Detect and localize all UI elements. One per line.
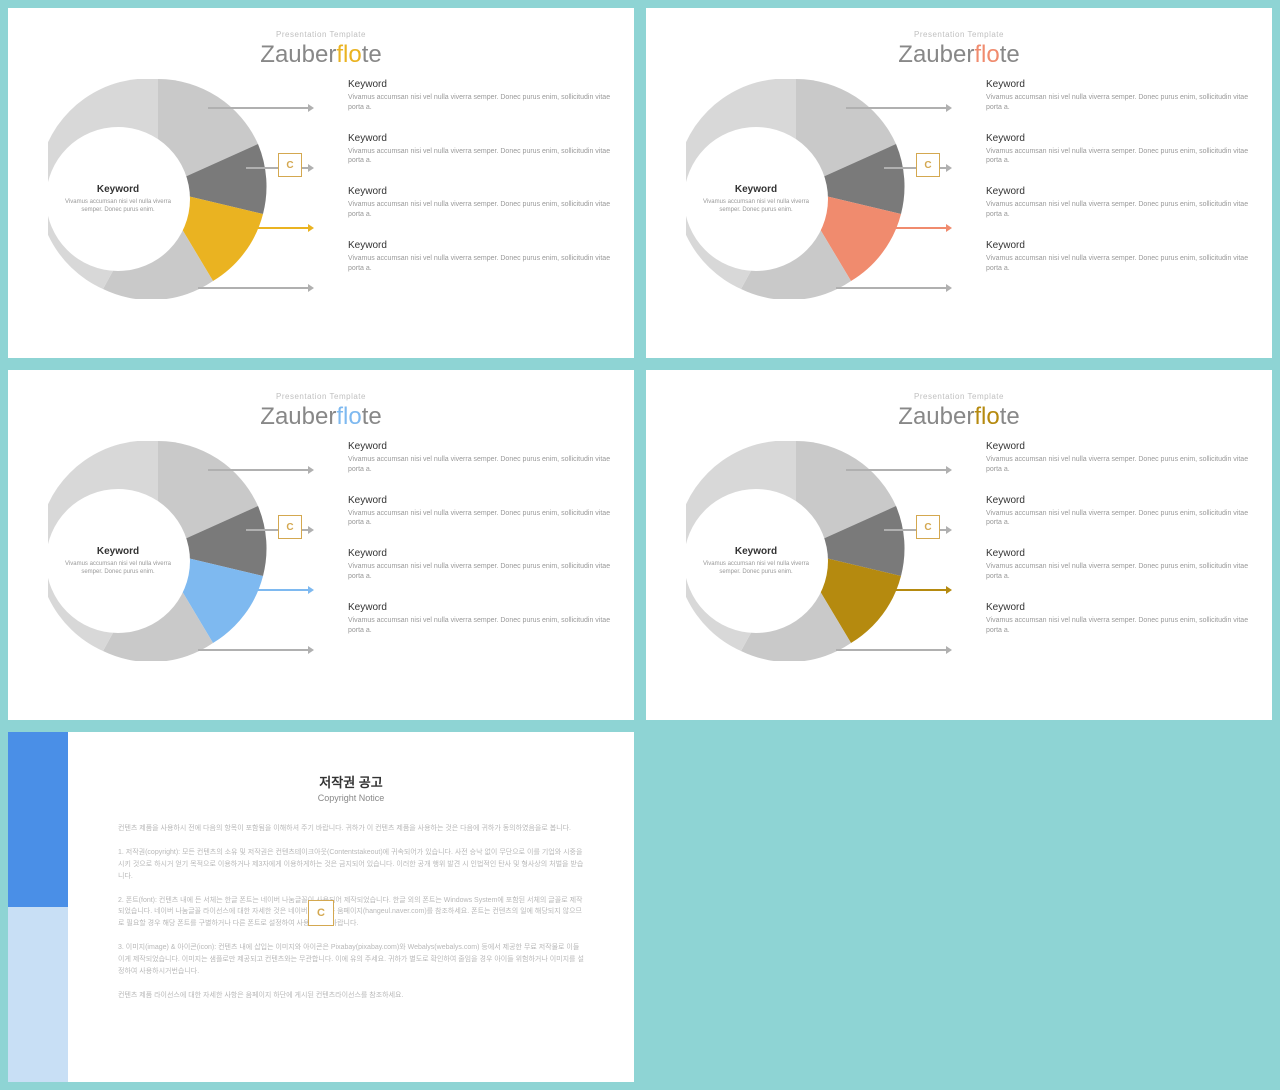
connector-4 <box>836 649 946 651</box>
slide-body: Keyword Vivamus accumsan nisi vel nulla … <box>8 441 634 701</box>
slide-1: Presentation Template Zauberflote <box>8 8 634 358</box>
slide-header: Presentation Template Zauberflote <box>646 370 1272 431</box>
connector-4 <box>198 649 308 651</box>
connector-3 <box>876 227 946 229</box>
connector-1 <box>846 107 946 109</box>
connector-1 <box>208 469 308 471</box>
slide-body: Keyword Vivamus accumsan nisi vel nulla … <box>8 79 634 339</box>
copyright-slide: 저작권 공고 Copyright Notice 컨텐츠 제품을 사용하시 전에 … <box>8 732 634 1082</box>
connector-4 <box>198 287 308 289</box>
item-1: KeywordVivamus accumsan nisi vel nulla v… <box>348 441 614 475</box>
slide-2: Presentation Template Zauberflote <box>646 8 1272 358</box>
item-3: KeywordVivamus accumsan nisi vel nulla v… <box>348 548 614 582</box>
subtitle: Presentation Template <box>8 30 634 39</box>
circle-diagram: Keyword Vivamus accumsan nisi vel nulla … <box>48 441 268 661</box>
title: Zauberflote <box>646 41 1272 69</box>
connector-3 <box>876 589 946 591</box>
circle-diagram: Keyword Vivamus accumsan nisi vel nulla … <box>686 441 906 661</box>
slide-header: Presentation Template Zauberflote <box>8 370 634 431</box>
copyright-p2: 1. 저작권(copyright): 모든 컨텐츠의 소유 및 저작권은 컨텐츠… <box>118 847 584 883</box>
copyright-subtitle: Copyright Notice <box>118 793 584 803</box>
connector-3 <box>238 227 308 229</box>
badge-icon: C <box>278 515 302 539</box>
title: Zauberflote <box>646 403 1272 431</box>
copyright-content: 저작권 공고 Copyright Notice 컨텐츠 제품을 사용하시 전에 … <box>68 732 634 1082</box>
item-1: KeywordVivamus accumsan nisi vel nulla v… <box>986 79 1252 113</box>
center-circle: Keyword Vivamus accumsan nisi vel nulla … <box>48 491 188 631</box>
copyright-p3: 2. 폰트(font): 컨텐츠 내에 든 서체는 한글 폰트는 네이버 나눔글… <box>118 895 584 931</box>
item-4: KeywordVivamus accumsan nisi vel nulla v… <box>348 240 614 274</box>
empty-cell <box>646 732 1272 1082</box>
copyright-title: 저작권 공고 <box>118 772 584 791</box>
center-desc: Vivamus accumsan nisi vel nulla viverra … <box>698 199 814 215</box>
badge-icon: C <box>308 900 334 926</box>
slide-grid: Presentation Template Zauberflote <box>8 8 1272 1082</box>
item-3: KeywordVivamus accumsan nisi vel nulla v… <box>348 186 614 220</box>
item-2: KeywordVivamus accumsan nisi vel nulla v… <box>348 495 614 529</box>
title: Zauberflote <box>8 403 634 431</box>
item-2: KeywordVivamus accumsan nisi vel nulla v… <box>348 133 614 167</box>
copyright-p5: 컨텐츠 제품 라이선스에 대한 자세한 사항은 움페이지 하단에 게시된 컨텐츠… <box>118 990 584 1002</box>
connector-1 <box>208 107 308 109</box>
item-4: KeywordVivamus accumsan nisi vel nulla v… <box>348 602 614 636</box>
item-3: KeywordVivamus accumsan nisi vel nulla v… <box>986 186 1252 220</box>
subtitle: Presentation Template <box>646 30 1272 39</box>
text-column: KeywordVivamus accumsan nisi vel nulla v… <box>348 79 614 293</box>
center-desc: Vivamus accumsan nisi vel nulla viverra … <box>60 561 176 577</box>
slide-body: Keyword Vivamus accumsan nisi vel nulla … <box>646 441 1272 701</box>
slide-header: Presentation Template Zauberflote <box>8 8 634 69</box>
subtitle: Presentation Template <box>8 392 634 401</box>
center-keyword: Keyword <box>735 184 777 195</box>
center-circle: Keyword Vivamus accumsan nisi vel nulla … <box>48 129 188 269</box>
item-4: KeywordVivamus accumsan nisi vel nulla v… <box>986 240 1252 274</box>
text-column: KeywordVivamus accumsan nisi vel nulla v… <box>986 441 1252 655</box>
badge-icon: C <box>278 153 302 177</box>
title: Zauberflote <box>8 41 634 69</box>
center-desc: Vivamus accumsan nisi vel nulla viverra … <box>698 561 814 577</box>
slide-header: Presentation Template Zauberflote <box>646 8 1272 69</box>
item-3: KeywordVivamus accumsan nisi vel nulla v… <box>986 548 1252 582</box>
connector-4 <box>836 287 946 289</box>
item-4: KeywordVivamus accumsan nisi vel nulla v… <box>986 602 1252 636</box>
item-1: KeywordVivamus accumsan nisi vel nulla v… <box>986 441 1252 475</box>
slide-4: Presentation Template Zauberflote <box>646 370 1272 720</box>
item-1: KeywordVivamus accumsan nisi vel nulla v… <box>348 79 614 113</box>
slide-body: Keyword Vivamus accumsan nisi vel nulla … <box>646 79 1272 339</box>
center-circle: Keyword Vivamus accumsan nisi vel nulla … <box>686 129 826 269</box>
slide-3: Presentation Template Zauberflote <box>8 370 634 720</box>
circle-diagram: Keyword Vivamus accumsan nisi vel nulla … <box>48 79 268 299</box>
center-desc: Vivamus accumsan nisi vel nulla viverra … <box>60 199 176 215</box>
center-keyword: Keyword <box>97 184 139 195</box>
left-bar-pale <box>8 907 68 1082</box>
connector-1 <box>846 469 946 471</box>
center-circle: Keyword Vivamus accumsan nisi vel nulla … <box>686 491 826 631</box>
item-2: KeywordVivamus accumsan nisi vel nulla v… <box>986 495 1252 529</box>
circle-diagram: Keyword Vivamus accumsan nisi vel nulla … <box>686 79 906 299</box>
copyright-p4: 3. 이미지(image) & 아이콘(icon): 컨텐츠 내에 삽입는 이미… <box>118 942 584 978</box>
center-keyword: Keyword <box>735 546 777 557</box>
copyright-p1: 컨텐츠 제품을 사용하시 전에 다음의 항목이 포함됨을 이해하셔 주기 바랍니… <box>118 823 584 835</box>
text-column: KeywordVivamus accumsan nisi vel nulla v… <box>986 79 1252 293</box>
subtitle: Presentation Template <box>646 392 1272 401</box>
text-column: KeywordVivamus accumsan nisi vel nulla v… <box>348 441 614 655</box>
connector-3 <box>238 589 308 591</box>
center-keyword: Keyword <box>97 546 139 557</box>
badge-icon: C <box>916 153 940 177</box>
item-2: KeywordVivamus accumsan nisi vel nulla v… <box>986 133 1252 167</box>
badge-icon: C <box>916 515 940 539</box>
